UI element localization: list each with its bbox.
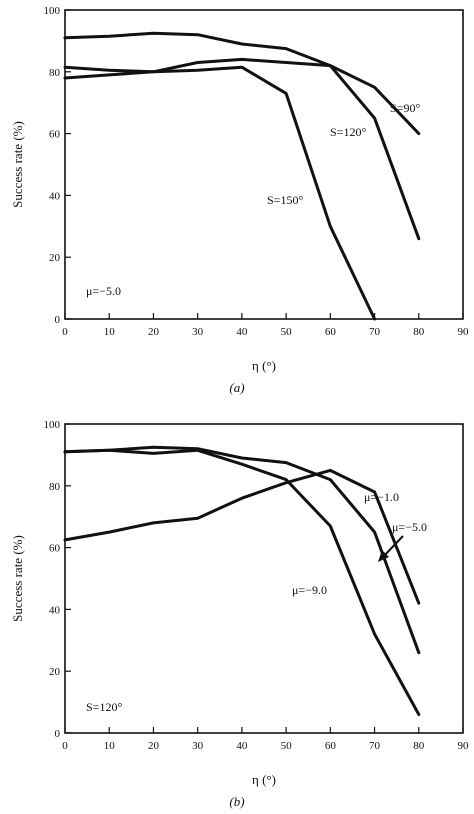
y-tick-label: 40	[49, 190, 61, 202]
x-tick-label: 90	[458, 326, 470, 338]
series-lines	[63, 445, 421, 716]
series-line-2	[63, 31, 421, 241]
annotation-s120: S=120°	[86, 700, 122, 714]
annotation-arrow	[382, 535, 404, 558]
x-tick-label: 0	[62, 326, 68, 338]
series-line-3	[63, 448, 421, 716]
series-lines	[63, 31, 421, 321]
y-tick-label: 0	[55, 314, 61, 326]
x-tick-label: 40	[236, 740, 248, 752]
series-line-3	[63, 65, 377, 321]
y-tick-label: 100	[44, 5, 61, 17]
annotation-mu-1: μ=−1.0	[364, 490, 399, 504]
x-tick-label: 40	[236, 326, 248, 338]
x-tick-label: 10	[104, 740, 116, 752]
annotation-s120: S=120°	[330, 125, 366, 139]
x-tick-label: 0	[62, 740, 68, 752]
x-tick-label: 60	[325, 326, 337, 338]
y-tick-label: 20	[49, 252, 61, 264]
y-axis-label: Success rate (%)	[10, 121, 25, 208]
annotation-mu-5: μ=−5.0	[392, 520, 427, 534]
x-tick-label: 80	[413, 326, 425, 338]
x-tick-label: 20	[148, 326, 160, 338]
chart-panel-a: 0 20 40 60 80 100 0 10 20 30 40 50 60 70 80 90 Success…	[10, 5, 469, 395]
y-tick-label: 60	[49, 129, 61, 141]
y-tick-label: 100	[44, 419, 61, 431]
x-tick-label: 70	[369, 326, 381, 338]
chart-panel-b: 0 20 40 60 80 100 0 10 20 30 40 50 60 70 80 90 Success…	[10, 419, 469, 809]
x-axis-label: η (°)	[252, 772, 276, 787]
plot-frame	[64, 9, 464, 320]
annotation-s90: S=90°	[390, 101, 420, 115]
x-tick-label: 20	[148, 740, 160, 752]
series-line-1	[63, 468, 421, 605]
annotation-s150: S=150°	[267, 193, 303, 207]
series-line-1	[63, 57, 421, 136]
annotation-arrowhead	[378, 550, 389, 562]
x-tick-label: 30	[192, 740, 204, 752]
x-ticks: 0 10 20 30 40 50 60 70 80 90	[62, 727, 469, 752]
x-tick-label: 60	[325, 740, 337, 752]
x-tick-label: 80	[413, 740, 425, 752]
x-tick-label: 10	[104, 326, 116, 338]
x-tick-label: 90	[458, 740, 470, 752]
plot-frame	[64, 423, 464, 734]
x-tick-label: 50	[281, 326, 293, 338]
y-ticks: 0 20 40 60 80 100	[44, 419, 71, 740]
y-tick-label: 80	[49, 67, 61, 79]
x-axis-label: η (°)	[252, 358, 276, 373]
annotation-mu-9: μ=−9.0	[292, 583, 327, 597]
x-ticks: 0 10 20 30 40 50 60 70 80 90	[62, 313, 469, 338]
y-tick-label: 80	[49, 481, 61, 493]
x-tick-label: 50	[281, 740, 293, 752]
panel-caption: (a)	[229, 380, 244, 395]
x-tick-label: 30	[192, 326, 204, 338]
y-tick-label: 60	[49, 543, 61, 555]
y-axis-label: Success rate (%)	[10, 535, 25, 622]
panel-caption: (b)	[229, 794, 244, 809]
y-tick-label: 0	[55, 728, 61, 740]
y-tick-label: 40	[49, 604, 61, 616]
annotation-mu: μ=−5.0	[86, 284, 121, 298]
series-line-2	[63, 445, 421, 655]
y-ticks: 0 20 40 60 80 100	[44, 5, 71, 326]
y-tick-label: 20	[49, 666, 61, 678]
x-tick-label: 70	[369, 740, 381, 752]
